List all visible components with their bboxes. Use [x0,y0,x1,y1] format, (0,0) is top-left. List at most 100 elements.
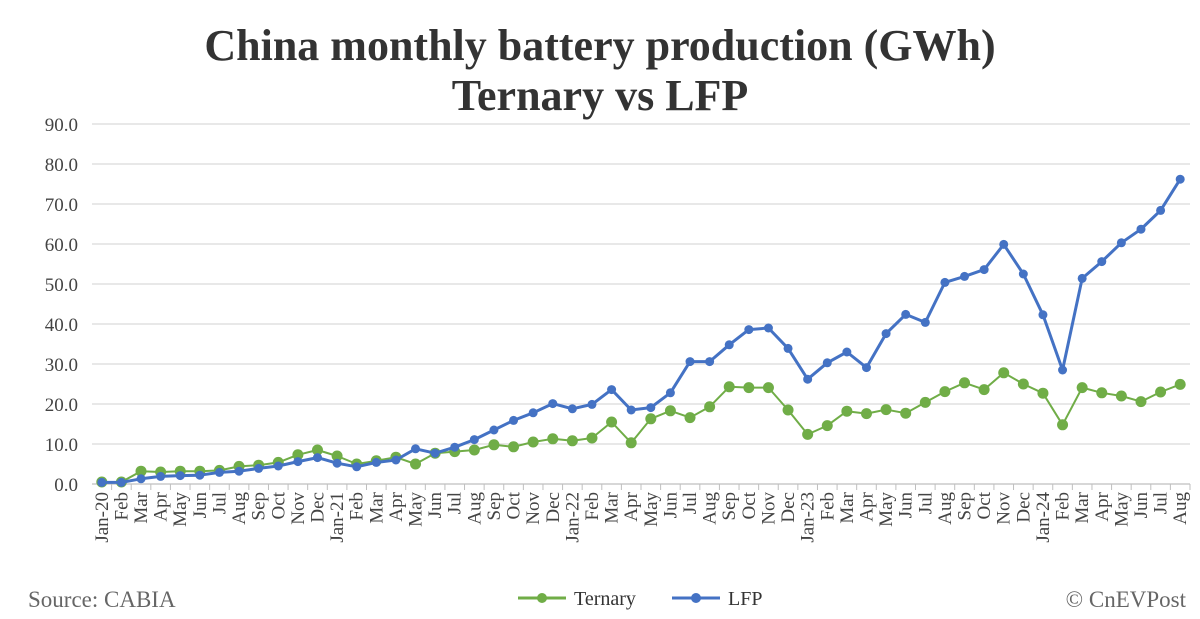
data-point [548,399,558,409]
data-point [1135,396,1147,408]
data-point [175,471,185,481]
x-tick-label: Jun [425,492,446,519]
x-tick-label: Aug [464,492,485,525]
data-point [880,404,892,416]
legend-label: Ternary [574,588,636,610]
data-point [723,381,735,393]
data-point [292,449,304,461]
x-tick-label: Jan-20 [92,492,113,543]
data-point [273,461,283,471]
data-point [1136,224,1146,234]
x-tick-label: Mar [602,491,623,523]
data-point [293,457,303,467]
x-tick-label: Oct [268,491,289,519]
data-point [664,405,676,417]
data-point [1174,378,1186,390]
x-tick-label: Mar [131,491,152,523]
x-tick-label: Feb [1053,492,1074,521]
x-tick-label: Sep [955,492,976,521]
data-point [900,407,912,419]
x-tick-label: Apr [621,491,642,521]
x-tick-label: Jan-24 [1033,492,1054,543]
x-tick-label: Feb [817,492,838,521]
data-point [567,404,577,414]
data-point [803,374,813,384]
x-tick-label: Jan-21 [327,492,348,543]
data-point [684,412,696,424]
data-point [822,358,832,368]
chart-title: China monthly battery production (GWh) [204,21,995,70]
series-lfp [97,174,1185,487]
x-tick-label: Dec [778,492,799,523]
data-point [999,239,1009,249]
data-point [371,457,381,467]
data-point [1058,365,1068,375]
y-tick-label: 0.0 [54,475,78,496]
data-point [528,408,538,418]
x-tick-label: Feb [582,492,603,521]
data-point [352,462,362,472]
data-point [724,340,734,350]
data-point [1037,387,1049,399]
series-line [101,178,1182,484]
data-point [782,404,794,416]
data-point [469,435,479,445]
data-point [135,465,147,477]
x-tick-label: Dec [543,492,564,523]
x-tick-label: Jan-23 [798,492,819,543]
data-point [783,343,793,353]
y-tick-label: 80.0 [45,155,78,176]
data-point [1116,238,1126,248]
data-point [468,444,480,456]
series-ternary [96,367,1186,488]
x-tick-label: Oct [504,491,525,519]
data-point [762,382,774,394]
data-point [508,441,520,453]
y-tick-label: 50.0 [45,275,78,296]
data-point [489,425,499,435]
data-point [743,382,755,394]
data-point [978,384,990,396]
data-point [940,277,950,287]
x-tick-label: Aug [935,492,956,525]
x-tick-label: Mar [366,491,387,523]
x-tick-label: Apr [151,491,172,521]
x-tick-label: Sep [719,492,740,521]
data-point [744,325,754,335]
data-point [254,463,264,473]
x-tick-label: Sep [484,492,505,521]
data-point [607,385,617,395]
data-point [1115,390,1127,402]
data-point [645,413,657,425]
data-point [234,466,244,476]
data-point [1076,382,1088,394]
data-point [625,437,637,449]
data-point [1155,386,1167,398]
x-tick-label: Jan-22 [562,492,583,543]
x-tick-label: Aug [1170,492,1191,525]
data-point [959,377,971,389]
data-point [1018,269,1028,279]
data-point [312,453,322,463]
y-tick-label: 90.0 [45,115,78,136]
data-point [1097,257,1107,267]
data-point [646,403,656,413]
data-point [665,388,675,398]
x-tick-label: Dec [1013,492,1034,523]
data-point [587,399,597,409]
data-point [1156,205,1166,215]
x-tick-label: Jun [660,492,681,519]
x-tick-label: Oct [974,491,995,519]
data-point [939,386,951,398]
data-point [861,363,871,373]
x-tick-label: Apr [386,491,407,521]
data-point [214,467,224,477]
x-tick-label: Feb [347,492,368,521]
x-tick-label: Aug [229,492,250,525]
data-point [156,471,166,481]
x-tick-label: Nov [758,492,779,525]
data-point [586,432,598,444]
x-tick-label: May [406,492,427,527]
data-point [821,420,833,432]
